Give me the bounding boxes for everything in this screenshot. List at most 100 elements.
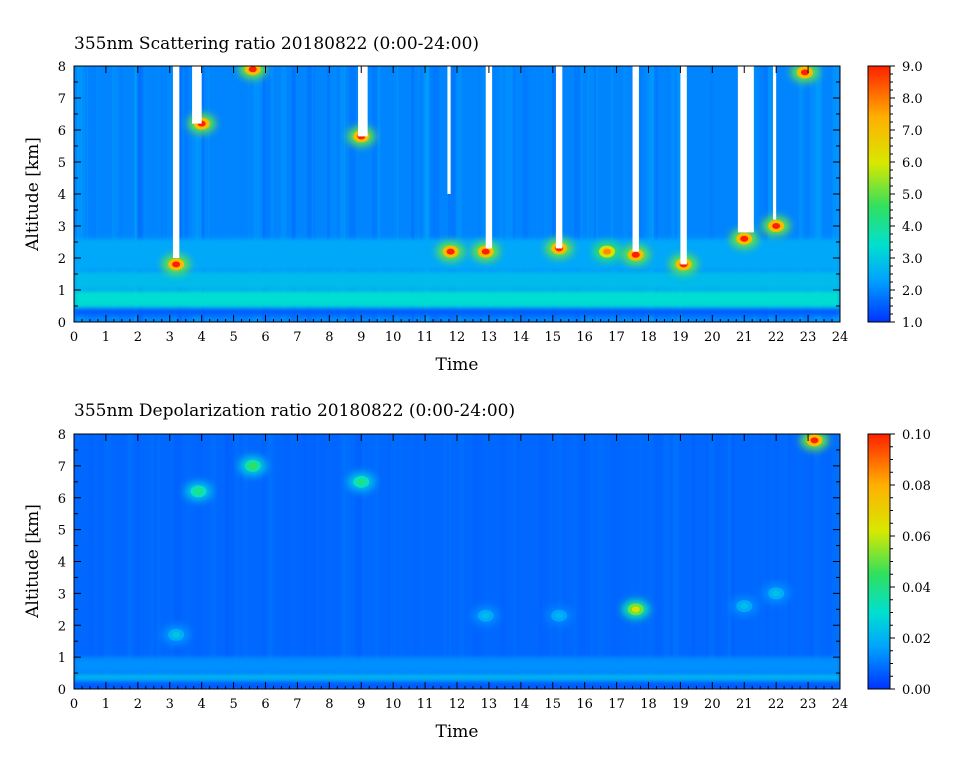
heatmap-texture: [127, 434, 133, 689]
x-tick-label: 9: [357, 330, 365, 345]
heatmap-texture: [418, 66, 422, 322]
heatmap-texture: [593, 434, 596, 689]
heatmap-texture: [313, 434, 316, 689]
heatmap-texture: [244, 66, 248, 322]
heatmap-texture: [753, 66, 758, 322]
heatmap-texture: [372, 434, 376, 689]
heatmap-texture: [178, 66, 181, 322]
heatmap-texture: [775, 434, 782, 689]
heatmap-texture: [309, 434, 315, 689]
heatmap-texture: [542, 434, 549, 689]
colorbar: [867, 433, 891, 690]
heatmap-texture: [516, 434, 519, 689]
heatmap-texture: [629, 66, 632, 322]
y-tick-label: 0: [58, 316, 66, 331]
heatmap-texture: [458, 434, 465, 689]
heatmap-texture: [691, 434, 696, 689]
heatmap-texture: [683, 434, 689, 689]
heatmap-texture: [225, 434, 230, 689]
colorbar: [867, 65, 891, 323]
heatmap-texture: [677, 66, 682, 322]
y-tick-label: 6: [58, 124, 66, 139]
heatmap-texture: [357, 434, 362, 689]
cloud-peak: [772, 590, 781, 597]
colorbar-ticks: 0.00 0.02 0.04 0.06 0.08 0.10: [890, 428, 931, 698]
x-tick-label: 24: [832, 330, 849, 345]
cloud-peak: [772, 223, 781, 229]
heatmap-texture: [247, 66, 253, 322]
heatmap-texture: [204, 66, 210, 322]
heatmap-texture: [808, 66, 812, 322]
heatmap-texture: [587, 66, 595, 322]
heatmap-texture: [580, 66, 583, 322]
heatmap-texture: [257, 66, 264, 322]
colorbar-ticks: 1.0 2.0 3.0 4.0 5.0 6.0 7.0 8.0 9.0: [890, 60, 923, 331]
heatmap-texture: [194, 434, 198, 689]
heatmap-texture: [331, 66, 336, 322]
heatmap-texture: [636, 434, 643, 689]
heatmap-layer: [74, 657, 840, 674]
heatmap-texture: [137, 66, 141, 322]
heatmap-texture: [80, 434, 85, 689]
x-tick-label: 1: [102, 697, 110, 712]
heatmap-texture: [319, 434, 327, 689]
heatmap-texture: [150, 434, 154, 689]
x-tick-label: 10: [385, 330, 402, 345]
heatmap-texture: [149, 434, 155, 689]
heatmap-texture: [184, 66, 188, 322]
heatmap-texture: [147, 434, 151, 689]
heatmap-texture: [388, 66, 395, 322]
heatmap-texture: [610, 434, 617, 689]
cloud-peak: [446, 248, 455, 255]
heatmap-texture: [261, 66, 266, 322]
heatmap-texture: [311, 66, 314, 322]
heatmap-texture: [120, 434, 126, 689]
colorbar-tick-label: 7.0: [902, 124, 923, 139]
heatmap-texture: [579, 434, 586, 689]
heatmap-texture: [142, 66, 145, 322]
heatmap-texture: [796, 434, 804, 689]
heatmap-texture: [589, 434, 595, 689]
heatmap-texture: [89, 434, 93, 689]
heatmap-texture: [815, 66, 823, 322]
x-tick-label: 0: [70, 697, 78, 712]
heatmap-texture: [646, 66, 652, 322]
heatmap-texture: [139, 66, 144, 322]
heatmap-texture: [499, 66, 504, 322]
heatmap-texture: [623, 66, 627, 322]
x-tick-label: 18: [640, 330, 657, 345]
heatmap-texture: [426, 66, 433, 322]
heatmap-texture: [482, 434, 485, 689]
heatmap-texture: [390, 66, 397, 322]
missing-data-column: [447, 66, 451, 194]
heatmap-texture: [760, 66, 763, 322]
heatmap-texture: [339, 66, 346, 322]
heatmap-texture: [80, 66, 85, 322]
heatmap-texture: [582, 434, 588, 689]
heatmap-texture: [327, 66, 330, 322]
heatmap-texture: [117, 66, 122, 322]
x-tick-label: 13: [481, 330, 498, 345]
heatmap-texture: [629, 434, 636, 689]
heatmap-texture: [136, 434, 139, 689]
heatmap-texture: [647, 434, 652, 689]
y-tick-label: 1: [58, 284, 66, 299]
heatmap-texture: [663, 434, 667, 689]
x-tick-label: 17: [608, 330, 625, 345]
heatmap-texture: [404, 434, 411, 689]
heatmap-texture: [108, 434, 111, 689]
panel-title: 355nm Depolarization ratio 20180822 (0:0…: [74, 401, 515, 421]
heatmap-texture: [493, 66, 496, 322]
heatmap-texture: [671, 66, 675, 322]
heatmap-texture: [527, 434, 535, 689]
heatmap-texture: [255, 66, 258, 322]
heatmap-texture: [207, 434, 212, 689]
x-tick-label: 18: [640, 697, 657, 712]
x-tick-label: 19: [672, 330, 689, 345]
heatmap-texture: [450, 66, 457, 322]
heatmap-texture: [165, 66, 170, 322]
heatmap-texture: [415, 434, 422, 689]
heatmap-texture: [579, 66, 583, 322]
heatmap-texture: [263, 434, 269, 689]
heatmap-texture: [194, 434, 197, 689]
